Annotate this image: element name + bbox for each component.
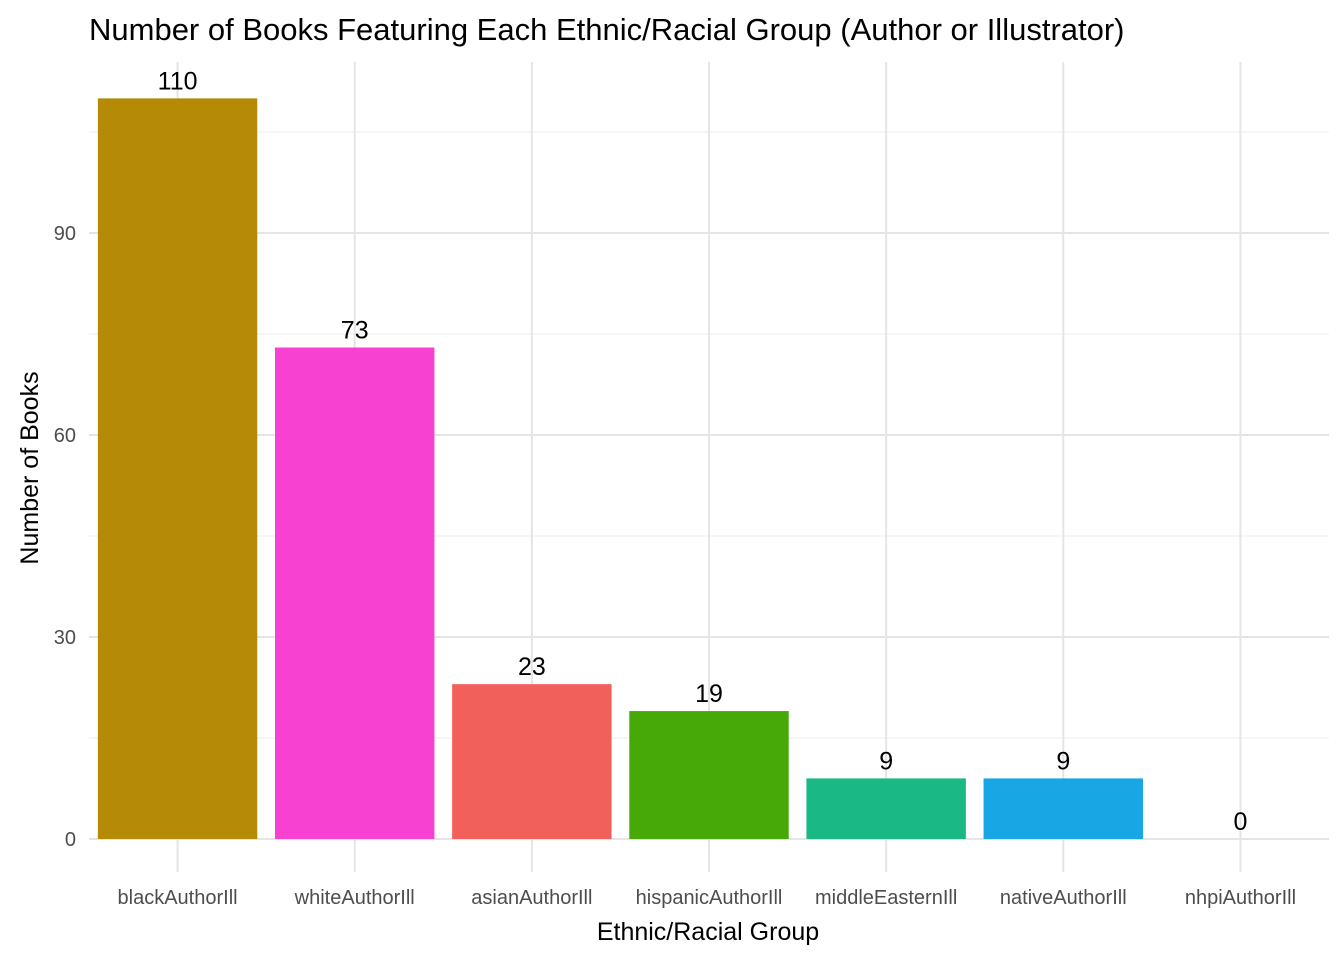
bar-hispanicAuthorIll	[629, 711, 789, 839]
data-label-asianAuthorIll: 23	[518, 653, 546, 681]
x-tick-label: nativeAuthorIll	[1000, 887, 1127, 909]
x-tick-label: asianAuthorIll	[471, 887, 592, 909]
y-tick-label: 90	[54, 223, 76, 245]
bar-middleEasternIll	[806, 778, 966, 839]
y-axis-title: Number of Books	[16, 371, 44, 564]
x-tick-label: middleEasternIll	[815, 887, 957, 909]
bar-nativeAuthorIll	[983, 778, 1143, 839]
y-tick-label: 0	[65, 829, 76, 851]
data-label-hispanicAuthorIll: 19	[695, 680, 723, 708]
x-axis-title: Ethnic/Racial Group	[597, 918, 819, 946]
x-tick-label: whiteAuthorIll	[294, 887, 415, 909]
y-axis-ticks: 0 30 60 90	[54, 223, 76, 851]
chart-title: Number of Books Featuring Each Ethnic/Ra…	[89, 12, 1125, 47]
data-label-blackAuthorIll: 110	[158, 67, 198, 95]
bars	[97, 98, 1143, 840]
x-tick-label: blackAuthorIll	[118, 887, 238, 909]
bar-whiteAuthorIll	[275, 347, 435, 839]
x-tick-label: nhpiAuthorIll	[1185, 887, 1296, 909]
y-tick-label: 60	[54, 425, 76, 447]
data-label-nativeAuthorIll: 9	[1056, 747, 1070, 775]
data-label-middleEasternIll: 9	[879, 747, 893, 775]
data-label-nhpiAuthorIll: 0	[1233, 808, 1247, 836]
x-axis-ticks: blackAuthorIll whiteAuthorIll asianAuthorI…	[118, 887, 1296, 909]
data-labels: 110 73 23 19 9 9 0	[158, 67, 1248, 836]
bar-asianAuthorIll	[452, 684, 612, 839]
bar-blackAuthorIll	[97, 98, 258, 840]
y-tick-label: 30	[54, 627, 76, 649]
x-tick-label: hispanicAuthorIll	[636, 887, 783, 909]
data-label-whiteAuthorIll: 73	[341, 316, 369, 344]
